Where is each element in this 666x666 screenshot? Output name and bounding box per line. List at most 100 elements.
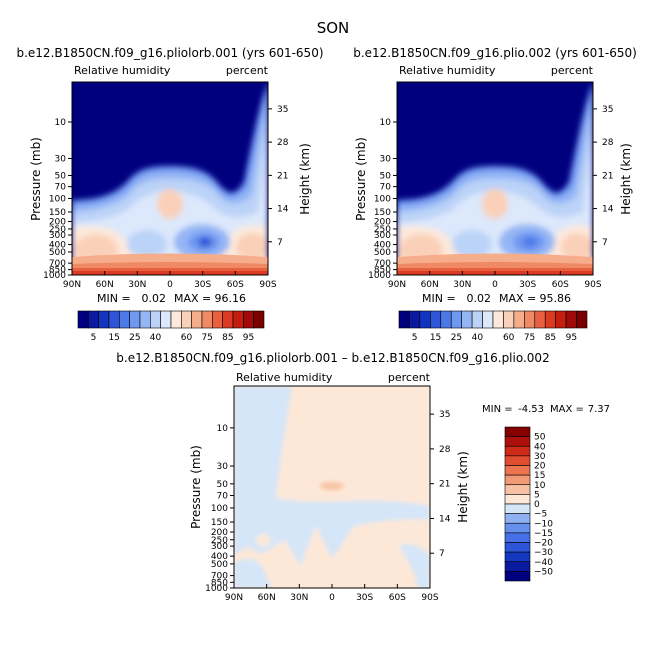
colorbar-box	[232, 310, 244, 329]
x-tick-label: 30N	[128, 280, 146, 290]
y2-tick-label: 35	[439, 410, 450, 420]
y-tick-label: 30	[217, 462, 229, 472]
colorbar-box	[504, 465, 531, 476]
y2-axis-label: Height (km)	[298, 143, 312, 214]
y2-tick-label: 28	[439, 445, 451, 455]
y2-axis-label: Height (km)	[456, 451, 470, 522]
max-label: MAX =	[499, 292, 536, 305]
y2-tick-label: 7	[277, 238, 283, 248]
y-tick-label: 250	[211, 536, 228, 546]
x-tick-label: 90S	[259, 280, 276, 290]
y-tick-label: 500	[211, 560, 228, 570]
colorbar-label: −20	[534, 539, 553, 549]
max-value: 95.86	[540, 292, 572, 305]
colorbar-label: 40	[534, 442, 546, 452]
y-tick-label: 700	[49, 259, 66, 269]
y2-tick-label: 35	[277, 105, 288, 115]
y-tick-label: 50	[217, 480, 229, 490]
variable-label: Relative humidity	[74, 64, 171, 77]
colorbar-box	[471, 310, 483, 329]
y-tick-label: 250	[374, 225, 391, 235]
min-label: MIN =	[97, 292, 131, 305]
y-tick-label: 10	[217, 424, 229, 434]
colorbar-box	[440, 310, 452, 329]
colorbar-label: 5	[412, 333, 418, 343]
panel-title: b.e12.B1850CN.f09_g16.pliolorb.001 – b.e…	[116, 351, 549, 365]
x-tick-label: 60S	[389, 593, 406, 603]
y-tick-label: 850	[49, 266, 66, 276]
y2-tick-label: 7	[602, 238, 608, 248]
x-tick-label: 0	[167, 280, 173, 290]
colorbar-box	[504, 532, 531, 543]
y2-tick-label: 14	[277, 205, 289, 215]
y-tick-label: 50	[55, 171, 67, 181]
y-axis-label: Pressure (mb)	[189, 445, 203, 529]
colorbar-label: −40	[534, 558, 553, 568]
colorbar: 5 15 25 40 60 75 85 95	[77, 310, 265, 343]
colorbar-box	[98, 310, 110, 329]
units-label: percent	[388, 371, 431, 384]
x-tick-label: 60N	[421, 280, 439, 290]
x-tick-label: 60N	[96, 280, 114, 290]
y-tick-label: 10	[380, 118, 392, 128]
rh-field-b	[397, 82, 593, 275]
y-tick-label: 400	[374, 241, 391, 251]
colorbar-label: 60	[181, 333, 193, 343]
colorbar-box	[139, 310, 151, 329]
y-tick-label: 100	[374, 195, 391, 205]
y2-tick-label: 28	[602, 138, 614, 148]
y2-tick-label: 21	[277, 171, 288, 181]
colorbar-box	[524, 310, 536, 329]
colorbar-box	[492, 310, 504, 329]
y-tick-label: 1000	[368, 271, 391, 281]
colorbar-label: 0	[534, 500, 540, 510]
colorbar-box	[419, 310, 431, 329]
units-label: percent	[226, 64, 269, 77]
colorbar-box	[253, 310, 265, 329]
x-tick-label: 0	[492, 280, 498, 290]
x-tick-label: 90S	[421, 593, 438, 603]
rh-field-a	[72, 82, 268, 275]
y-tick-label: 400	[49, 241, 66, 251]
colorbar-box	[191, 310, 203, 329]
colorbar-box	[504, 426, 531, 437]
colorbar-label: 75	[201, 333, 212, 343]
min-value: 0.02	[142, 292, 167, 305]
y-tick-label: 400	[211, 552, 228, 562]
y-tick-label: 150	[374, 208, 391, 218]
min-value: -4.53	[518, 404, 544, 415]
y-tick-label: 850	[211, 578, 228, 588]
colorbar-box	[504, 513, 531, 524]
x-tick-label: 60N	[258, 593, 276, 603]
colorbar-label: 95	[566, 333, 577, 343]
x-tick-label: 90N	[63, 280, 81, 290]
y-tick-label: 850	[374, 266, 391, 276]
colorbar-box	[504, 455, 531, 466]
colorbar-label: 85	[222, 333, 233, 343]
colorbar-box	[513, 310, 525, 329]
y-tick-label: 300	[49, 231, 66, 241]
y-tick-label: 70	[380, 183, 392, 193]
colorbar-box	[504, 484, 531, 495]
axes: 1030507010015020025030040050070085010003…	[43, 105, 289, 290]
colorbar-box	[222, 310, 234, 329]
colorbar-box	[504, 503, 531, 514]
colorbar-label: 20	[534, 462, 546, 472]
colorbar-box	[77, 310, 89, 329]
colorbar-box	[181, 310, 192, 329]
colorbar-box	[160, 310, 172, 329]
y-tick-label: 1000	[43, 271, 66, 281]
y-tick-label: 10	[55, 118, 67, 128]
colorbar-box	[108, 310, 120, 329]
colorbar-label: 15	[534, 471, 545, 481]
x-tick-label: 30N	[453, 280, 471, 290]
y-tick-label: 100	[211, 504, 228, 514]
x-tick-label: 60S	[552, 280, 569, 290]
colorbar-label: 75	[524, 333, 535, 343]
colorbar-label: 5	[91, 333, 97, 343]
y-tick-label: 1000	[205, 584, 228, 594]
y2-tick-label: 7	[439, 549, 445, 559]
colorbar-label: −50	[534, 567, 553, 577]
y2-tick-label: 14	[439, 514, 451, 524]
